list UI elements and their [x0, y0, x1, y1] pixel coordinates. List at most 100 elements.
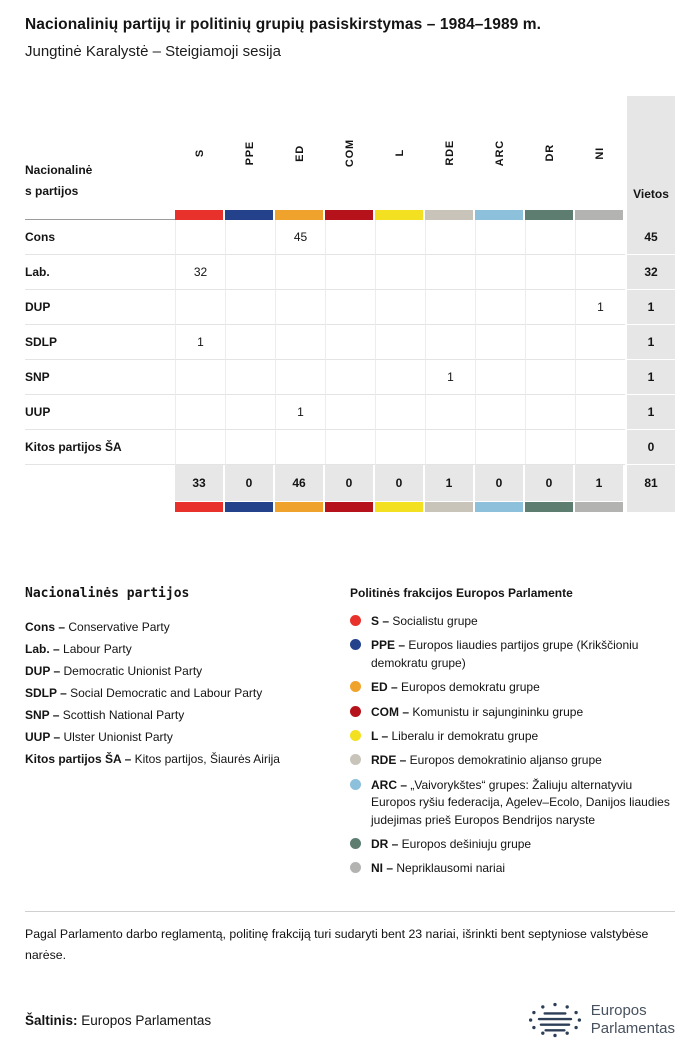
cell-row2-DR: [525, 290, 575, 325]
cell-row3-NI: [575, 325, 625, 360]
party-legend-abbr: UUP –: [25, 730, 61, 744]
column-header-label-DR: DR: [544, 144, 556, 162]
ep-logo-text: Europos Parlamentas: [591, 1002, 675, 1038]
bottombar-RDE: [425, 501, 475, 512]
column-header-DR: DR: [525, 96, 575, 210]
colorbar-ARC: [475, 210, 525, 220]
column-header-L: L: [375, 96, 425, 210]
bottombar-L: [375, 501, 425, 512]
cell-row3-S: 1: [175, 325, 225, 360]
colorbar-DR: [525, 210, 575, 220]
group-legend-item: ARC – „Vaivorykštes“ grupes: Žaliuju alt…: [350, 777, 675, 829]
divider: [25, 910, 675, 912]
cell-row6-PPE: [225, 430, 275, 465]
cell-row5-ARC: [475, 395, 525, 430]
group-legend-text: ED – Europos demokratu grupe: [371, 680, 540, 695]
ep-logo-icon: [528, 1003, 581, 1038]
column-header-label-PPE: PPE: [244, 140, 256, 166]
total-S: 33: [175, 465, 225, 501]
bottombar-S: [175, 501, 225, 512]
row-header-label: Nacionalinės partijos: [25, 163, 93, 198]
column-header-label-ARC: ARC: [494, 139, 506, 167]
legend-parties-items: Cons – Conservative Party Lab. – Labour P…: [25, 616, 350, 770]
group-color-dot: [350, 778, 361, 790]
colorbar-ED: [275, 210, 325, 220]
cell-row4-L: [375, 360, 425, 395]
page-subtitle: Jungtinė Karalystė – Steigiamoji sesija: [25, 43, 281, 60]
group-legend-abbr: S –: [371, 614, 390, 628]
cell-row5-L: [375, 395, 425, 430]
cell-row6-NI: [575, 430, 625, 465]
legends-section: Nacionalinės partijos Cons – Conservativ…: [25, 586, 675, 885]
cell-row1-DR: [525, 255, 575, 290]
cell-row1-ARC: [475, 255, 525, 290]
cell-row2-PPE: [225, 290, 275, 325]
total-DR: 0: [525, 465, 575, 501]
group-legend-text: COM – Komunistu ir sajungininku grupe: [371, 704, 584, 719]
cell-row3-COM: [325, 325, 375, 360]
group-color-dot: [350, 681, 361, 693]
cell-row1-PPE: [225, 255, 275, 290]
party-total: 32: [625, 255, 675, 290]
party-legend-abbr: SDLP –: [25, 686, 67, 700]
cell-row0-ARC: [475, 220, 525, 255]
cell-row4-COM: [325, 360, 375, 395]
group-legend-item: NI – Nepriklausomi nariai: [350, 860, 675, 877]
cell-row0-ED: 45: [275, 220, 325, 255]
colorbar-S: [175, 210, 225, 220]
cell-row5-NI: [575, 395, 625, 430]
cell-row6-S: [175, 430, 225, 465]
ep-logo-text-line2: Parlamentas: [590, 1020, 675, 1038]
cell-row1-S: 32: [175, 255, 225, 290]
group-legend-abbr: DR –: [371, 836, 399, 851]
group-legend-item: PPE – Europos liaudies partijos grupe (K…: [350, 637, 675, 672]
cell-row5-DR: [525, 395, 575, 430]
bottombar-COM: [325, 501, 375, 512]
column-header-COM: COM: [325, 96, 375, 210]
party-legend-item: Cons – Conservative Party: [25, 620, 170, 634]
group-legend-text: L – Liberalu ir demokratu grupe: [371, 728, 539, 743]
column-header-label-COM: COM: [344, 138, 356, 168]
cell-row5-PPE: [225, 395, 275, 430]
legend-political-groups: Politinės frakcijos Europos Parlamente S…: [350, 586, 675, 885]
group-legend-abbr: PPE –: [371, 638, 406, 653]
group-legend-text: S – Socialistu grupe: [371, 614, 478, 628]
colorbar-NI: [575, 210, 625, 220]
party-name: SNP: [25, 360, 175, 395]
total-NI: 1: [575, 465, 625, 501]
legend-groups-title: Politinės frakcijos Europos Parlamente: [350, 586, 573, 600]
group-legend-text: NI – Nepriklausomi nariai: [371, 861, 506, 876]
column-header-label-L: L: [394, 149, 406, 157]
cell-row4-S: [175, 360, 225, 395]
bottombar-ARC: [475, 501, 525, 512]
cell-row3-RDE: [425, 325, 475, 360]
party-name: UUP: [25, 395, 175, 430]
group-legend-text: ARC – „Vaivorykštes“ grupes: Žaliuju alt…: [371, 777, 670, 827]
column-header-S: S: [175, 96, 225, 210]
bottombar-PPE: [225, 501, 275, 512]
column-header-label-NI: NI: [594, 146, 606, 160]
cell-row3-L: [375, 325, 425, 360]
colorbar-PPE: [225, 210, 275, 220]
party-legend-abbr: Kitos partijos ŠA –: [25, 752, 132, 766]
party-total: 1: [625, 325, 675, 360]
party-legend-item: DUP – Democratic Unionist Party: [25, 664, 203, 678]
cell-row5-COM: [325, 395, 375, 430]
bottombar-spacer: [25, 501, 175, 512]
column-header-ED: ED: [275, 96, 325, 210]
cell-row2-ED: [275, 290, 325, 325]
group-color-dot: [350, 837, 361, 849]
colorbar-COM: [325, 210, 375, 220]
cell-row6-COM: [325, 430, 375, 465]
bottombar-ED: [275, 501, 325, 512]
group-legend-abbr: L –: [371, 728, 389, 743]
group-color-dot: [350, 705, 361, 717]
group-legend-item: S – Socialistu grupe: [350, 613, 675, 630]
source-row: Šaltinis: Europos Parlamentas: [25, 997, 675, 1038]
party-legend-item: Lab. – Labour Party: [25, 642, 132, 656]
source-label: Šaltinis:: [25, 1012, 78, 1028]
ep-logo: Europos Parlamentas: [525, 997, 675, 1038]
column-header-NI: NI: [575, 96, 625, 210]
party-name: Cons: [25, 220, 175, 255]
party-legend-item: SDLP – Social Democratic and Labour Part…: [25, 686, 263, 700]
